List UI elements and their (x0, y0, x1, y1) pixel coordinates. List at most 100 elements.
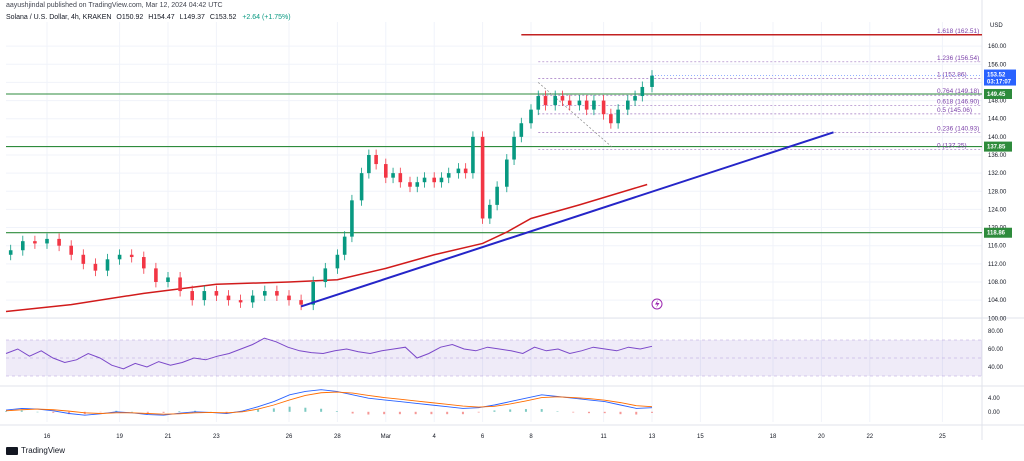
macd-histogram-bar (524, 409, 527, 412)
macd-histogram-bar (572, 411, 575, 413)
y-tick-label: 108.00 (988, 280, 1007, 286)
price-tag-countdown: 03:17:07 (987, 80, 1012, 86)
candle-body (166, 277, 170, 282)
candle-body (650, 75, 654, 87)
rsi-tick-label: 80.00 (988, 329, 1004, 335)
candle-body (202, 291, 207, 301)
candle-body (33, 241, 37, 244)
low-value: L149.37 (179, 14, 205, 21)
candle-body (154, 268, 158, 282)
macd-histogram-bar (178, 411, 181, 412)
tradingview-logo-icon (6, 446, 18, 455)
candle-body (190, 291, 194, 301)
candle-body (529, 109, 533, 124)
macd-histogram-bar (398, 411, 401, 415)
macd-histogram-bar (52, 411, 55, 413)
trendline (300, 131, 834, 308)
level-tag-value: 149.45 (987, 92, 1006, 98)
macd-histogram-bar (257, 409, 260, 412)
x-tick-label: 18 (770, 434, 777, 440)
candle-body (505, 159, 509, 187)
macd-histogram-bar (320, 408, 323, 412)
level-tag-value: 118.86 (987, 231, 1006, 237)
moving-average-line (5, 183, 648, 313)
macd-histogram-bar (20, 410, 23, 412)
macd-histogram-bar (115, 410, 118, 412)
lightning-icon-bolt (655, 300, 660, 308)
fib-label: 0.5 (145.06) (937, 107, 972, 114)
candle-body (536, 96, 541, 110)
macd-histogram-bar (414, 411, 417, 415)
y-tick-label: 116.00 (988, 244, 1007, 250)
macd-histogram-bar (603, 411, 606, 414)
macd-histogram-bar (587, 411, 590, 414)
level-tag (984, 227, 1012, 238)
rsi-tick-label: 60.00 (988, 347, 1004, 353)
close-value: C153.52 (209, 14, 237, 21)
price-pane (0, 22, 1024, 316)
x-tick-label: 22 (866, 434, 873, 440)
macd-histogram-bar (509, 409, 512, 412)
candle-body (287, 295, 291, 301)
candle-body (238, 300, 243, 303)
y-tick-label: 128.00 (988, 189, 1007, 195)
x-tick-label: 28 (334, 434, 341, 440)
y-tick-label: 112.00 (988, 262, 1007, 268)
candle-body (263, 291, 267, 296)
fib-label: 0.236 (140.93) (937, 126, 979, 133)
candle-body (446, 173, 451, 178)
candle-body (456, 168, 461, 174)
macd-histogram-bar (5, 411, 7, 412)
candle-body (543, 96, 548, 106)
macd-histogram-bar (461, 411, 464, 415)
macd-histogram-bar (351, 411, 354, 414)
y-tick-label: 148.00 (988, 99, 1007, 105)
candle-body (142, 257, 146, 269)
y-tick-label: 144.00 (988, 117, 1007, 123)
y-tick-label: 160.00 (988, 44, 1007, 50)
fib-label: 1.236 (156.54) (937, 55, 979, 62)
macd-histogram-bar (146, 411, 149, 413)
macd-histogram-bar (446, 411, 449, 415)
x-tick-label: 15 (697, 434, 704, 440)
fib-label: 0 (137.25) (937, 142, 967, 149)
macd-histogram-bar (477, 411, 480, 413)
macd-histogram-bar (540, 409, 543, 412)
candle-body (129, 254, 134, 258)
candle-body (609, 114, 613, 124)
macd-histogram-bar (367, 411, 370, 415)
macd-histogram-bar (162, 411, 165, 413)
macd-histogram-bar (68, 411, 71, 415)
x-tick-label: 26 (286, 434, 293, 440)
macd-histogram-bar (635, 411, 638, 415)
currency-label: USD (990, 23, 1003, 29)
candle-body (519, 123, 524, 137)
candle-body (480, 136, 485, 219)
macd-tick-label: 0.00 (988, 410, 1000, 416)
fib-anchor-line (538, 82, 614, 149)
y-tick-label: 104.00 (988, 298, 1007, 304)
rsi-tick-label: 40.00 (988, 365, 1004, 371)
macd-histogram-bar (335, 411, 338, 412)
candle-body (81, 254, 86, 264)
candle-body (226, 295, 231, 301)
candle-body (384, 164, 388, 178)
candle-body (415, 182, 420, 187)
candle-body (488, 204, 492, 219)
candle-body (21, 241, 25, 251)
candle-body (626, 100, 630, 110)
candle-body (359, 173, 364, 201)
macd-histogram-bar (619, 411, 622, 415)
candle-body (178, 277, 182, 292)
candle-body (633, 96, 637, 101)
candle-body (57, 238, 61, 246)
macd-histogram-bar (99, 411, 102, 413)
candle-body (323, 268, 328, 282)
candle-body (512, 136, 516, 160)
x-tick-label: 21 (165, 434, 172, 440)
macd-histogram-bar (651, 411, 653, 413)
x-tick-label: Mar (381, 434, 391, 440)
rsi-line (5, 337, 653, 370)
candle-body (391, 173, 395, 178)
